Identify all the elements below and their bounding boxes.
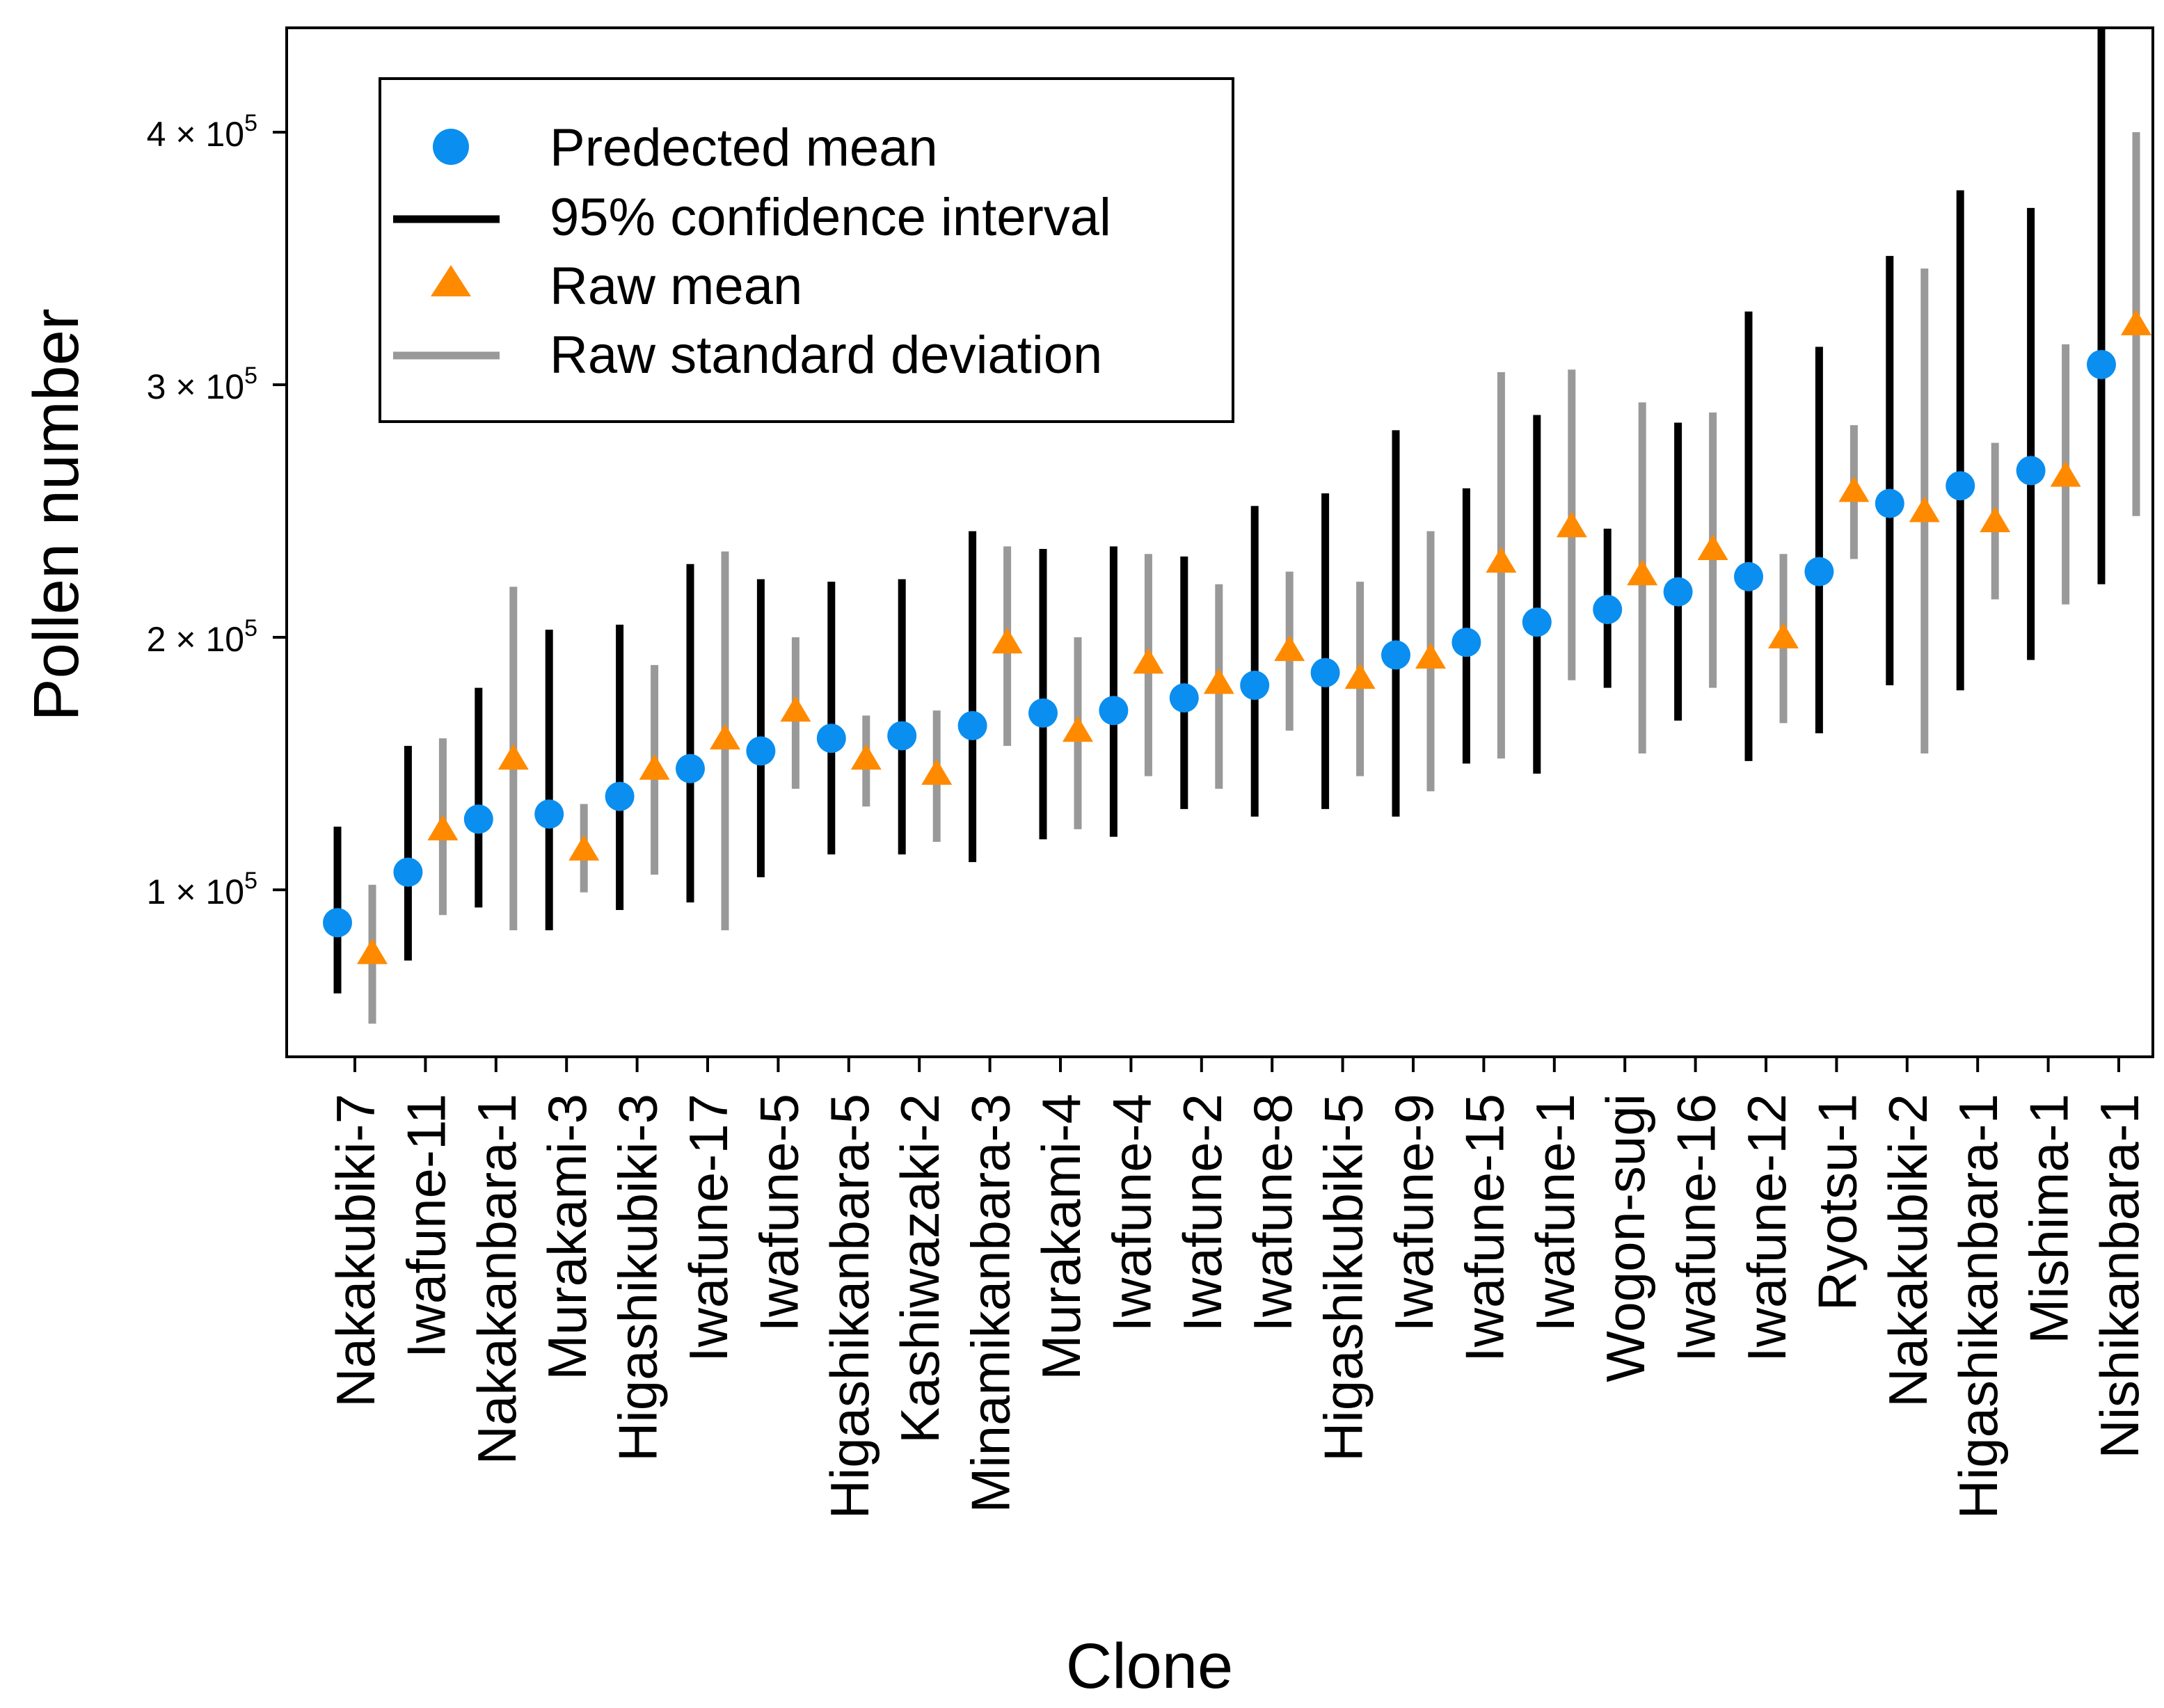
y-tick-label: 2 × 105 — [147, 615, 257, 659]
predicted-mean-point — [816, 724, 846, 753]
raw-mean-point — [921, 759, 953, 785]
predicted-mean-point — [1946, 471, 1975, 501]
raw-mean-point — [1627, 559, 1658, 586]
legend-label-sd: Raw standard deviation — [550, 326, 1102, 385]
raw-mean-point — [2050, 461, 2081, 487]
raw-mean-point — [1556, 511, 1587, 538]
x-tick-label: Iwafune-17 — [678, 1094, 739, 1362]
x-tick-label: Mishima-1 — [2019, 1094, 2080, 1344]
predicted-mean-point — [1522, 607, 1552, 637]
legend-triangle-marker — [431, 265, 471, 296]
x-tick-label: Iwafune-15 — [1454, 1094, 1515, 1362]
raw-mean-point — [1697, 534, 1728, 560]
x-tick-label: Murakami-4 — [1031, 1094, 1092, 1380]
predicted-mean-point — [1451, 628, 1481, 657]
x-tick-label: Iwafune-2 — [1172, 1094, 1233, 1332]
x-tick-label: Iwafune-9 — [1383, 1094, 1445, 1332]
raw-mean-point — [1274, 635, 1305, 662]
legend-box — [379, 77, 1234, 423]
raw-mean-point — [1415, 643, 1446, 669]
x-tick-label: Iwafune-12 — [1736, 1094, 1797, 1362]
x-tick-label: Iwafune-5 — [748, 1094, 809, 1332]
raw-mean-point — [427, 814, 459, 840]
raw-mean-point — [639, 753, 670, 780]
predicted-mean-point — [2016, 456, 2046, 486]
x-tick-label: Nishikanbara-1 — [2089, 1094, 2150, 1459]
predicted-mean-point — [957, 711, 987, 741]
plot-area — [323, 28, 2151, 1024]
legend: Predected mean 95% confidence interval R… — [379, 77, 1234, 423]
x-tick-label: Higashikubiki-5 — [1313, 1094, 1374, 1462]
x-tick-label: Iwafune-4 — [1101, 1094, 1162, 1332]
x-tick-label: Nakakubiki-2 — [1877, 1094, 1939, 1407]
y-tick-label: 4 × 105 — [147, 110, 257, 154]
raw-mean-point — [1980, 506, 2011, 533]
raw-mean-point — [357, 938, 388, 964]
x-tick-label: Higashikubiki-3 — [607, 1094, 669, 1462]
predicted-mean-point — [1875, 488, 1904, 518]
raw-mean-point — [1344, 663, 1376, 689]
x-tick-label: Murakami-3 — [536, 1094, 598, 1380]
predicted-mean-point — [393, 857, 423, 887]
raw-mean-point — [498, 744, 529, 770]
raw-mean-point — [710, 724, 740, 750]
predicted-mean-point — [676, 753, 705, 783]
raw-mean-point — [568, 834, 600, 861]
raw-mean-point — [780, 696, 811, 722]
legend-circle-marker — [433, 129, 469, 165]
predicted-mean-point — [1099, 696, 1129, 726]
y-tick-label: 3 × 105 — [147, 362, 257, 406]
legend-label-ci: 95% confidence interval — [550, 188, 1111, 247]
x-tick-label: Iwafune-1 — [1525, 1094, 1586, 1332]
x-tick-label: Wogon-sugi — [1595, 1094, 1656, 1382]
predicted-mean-point — [1240, 670, 1270, 700]
x-tick-label: Higashikanbara-5 — [819, 1094, 880, 1519]
predicted-mean-point — [1028, 698, 1058, 728]
raw-mean-point — [1133, 648, 1164, 674]
raw-mean-point — [1486, 547, 1517, 573]
x-tick-label: Higashikanbara-1 — [1948, 1094, 2009, 1519]
predicted-mean-point — [463, 804, 493, 834]
raw-mean-point — [850, 744, 882, 770]
raw-mean-point — [2121, 309, 2151, 335]
predicted-mean-point — [1663, 577, 1693, 607]
x-axis-title: Clone — [1066, 1631, 1233, 1702]
predicted-mean-point — [1310, 657, 1340, 687]
raw-mean-point — [1768, 623, 1799, 648]
plot-frame — [285, 26, 2154, 1058]
legend-label-predicted: Predected mean — [550, 118, 938, 177]
predicted-mean-point — [746, 736, 776, 766]
predicted-mean-point — [1169, 683, 1199, 713]
y-axis-title: Pollen number — [21, 308, 92, 721]
predicted-mean-point — [1804, 557, 1834, 586]
y-axis: 1 × 105 2 × 105 3 × 105 4 × 105 — [147, 110, 287, 911]
predicted-mean-point — [1734, 561, 1763, 591]
predicted-mean-point — [887, 721, 917, 751]
x-tick-label: Kashiwazaki-2 — [889, 1094, 950, 1444]
raw-mean-point — [992, 628, 1023, 654]
predicted-mean-point — [2087, 349, 2116, 379]
predicted-mean-point — [534, 799, 564, 829]
x-tick-label: Iwafune-16 — [1666, 1094, 1727, 1362]
predicted-mean-point — [1381, 640, 1410, 670]
predicted-mean-point — [605, 781, 635, 811]
raw-mean-point — [1063, 716, 1093, 742]
predicted-mean-point — [1593, 595, 1623, 625]
predicted-mean-point — [323, 908, 352, 938]
raw-mean-point — [1909, 496, 1940, 522]
y-tick-label: 1 × 105 — [147, 868, 257, 911]
raw-mean-point — [1203, 668, 1234, 694]
x-tick-label: Ryotsu-1 — [1806, 1094, 1868, 1311]
x-tick-label: Minamikanbara-3 — [960, 1094, 1021, 1513]
legend-label-raw: Raw mean — [550, 257, 802, 316]
x-tick-label: Iwafune-11 — [395, 1094, 456, 1358]
raw-mean-point — [1838, 476, 1870, 502]
x-tick-label: Iwafune-8 — [1242, 1094, 1303, 1332]
x-axis: Nakakubiki-7 Iwafune-11 Nakakanbara-1 Murak… — [325, 1057, 2150, 1519]
x-tick-label: Nakakubiki-7 — [325, 1094, 386, 1407]
x-tick-label: Nakakanbara-1 — [466, 1094, 527, 1464]
